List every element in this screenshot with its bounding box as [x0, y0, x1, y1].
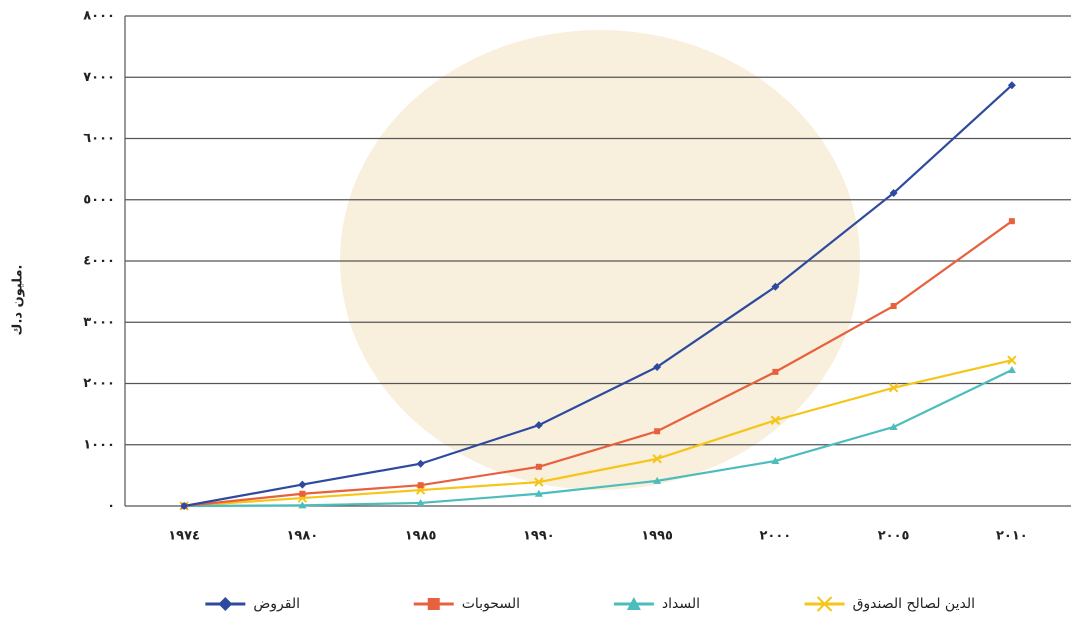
y-tick-label: ٨٠٠٠ [83, 9, 115, 24]
marker [626, 597, 641, 610]
x-tick-label: ١٩٨٥ [405, 529, 437, 544]
y-tick-label: ٠ [107, 499, 115, 514]
series [180, 81, 1016, 510]
y-tick-label: ٦٠٠٠ [83, 131, 115, 146]
marker [772, 368, 779, 375]
y-tick-label: ٢٠٠٠ [83, 376, 115, 391]
marker [427, 598, 440, 610]
x-tick-label: ١٩٧٤ [168, 529, 200, 544]
marker [535, 463, 542, 470]
marker [889, 422, 898, 430]
marker [534, 489, 543, 497]
series-line [183, 84, 1013, 508]
marker [653, 362, 662, 371]
marker [416, 459, 425, 468]
marker [652, 454, 662, 464]
x-tick-label: ٢٠٠٥ [878, 529, 910, 544]
y-tick-label: ٤٠٠٠ [83, 254, 115, 269]
x-tick-label: ٢٠١٠ [996, 529, 1028, 544]
legend-label: السحوبات [462, 596, 520, 612]
x-tick-label: ١٩٩٥ [641, 529, 673, 544]
marker [417, 482, 424, 489]
y-axis-label: مليون د.ك. [11, 265, 26, 336]
marker [653, 476, 662, 484]
marker [298, 501, 307, 509]
marker [180, 502, 189, 510]
y-tick-label: ٧٠٠٠ [83, 70, 115, 85]
legend-label: الدين لصالح الصندوق [853, 596, 975, 612]
y-tick-label: ٥٠٠٠ [83, 192, 115, 207]
marker [298, 480, 307, 489]
marker [1007, 81, 1016, 90]
marker [771, 282, 780, 291]
marker [771, 456, 780, 464]
marker [218, 597, 233, 611]
legend-label: القروض [253, 596, 300, 612]
marker [770, 415, 781, 425]
series-line [184, 369, 1013, 508]
marker [890, 303, 897, 310]
series-line [184, 220, 1013, 508]
marker [654, 428, 661, 435]
series-line [184, 359, 1013, 508]
x-tick-label: ١٩٩٠ [523, 529, 555, 544]
marker [534, 477, 544, 487]
legend-label: السداد [662, 596, 700, 612]
marker [534, 421, 543, 430]
marker [1008, 218, 1015, 225]
y-tick-label: ١٠٠٠ [83, 437, 115, 452]
marker [889, 189, 898, 198]
marker [1007, 355, 1017, 365]
marker [816, 596, 833, 612]
y-tick-label: ٣٠٠٠ [83, 315, 115, 330]
x-tick-label: ١٩٨٠ [287, 529, 319, 544]
watermark [340, 30, 860, 490]
marker [299, 490, 306, 497]
marker [888, 383, 899, 393]
legend: القروض السحوبات السداد الدين لصالح الصندوق [205, 596, 975, 612]
marker [416, 498, 425, 506]
marker [1007, 366, 1016, 374]
x-tick-label: ٢٠٠٠ [760, 529, 792, 544]
